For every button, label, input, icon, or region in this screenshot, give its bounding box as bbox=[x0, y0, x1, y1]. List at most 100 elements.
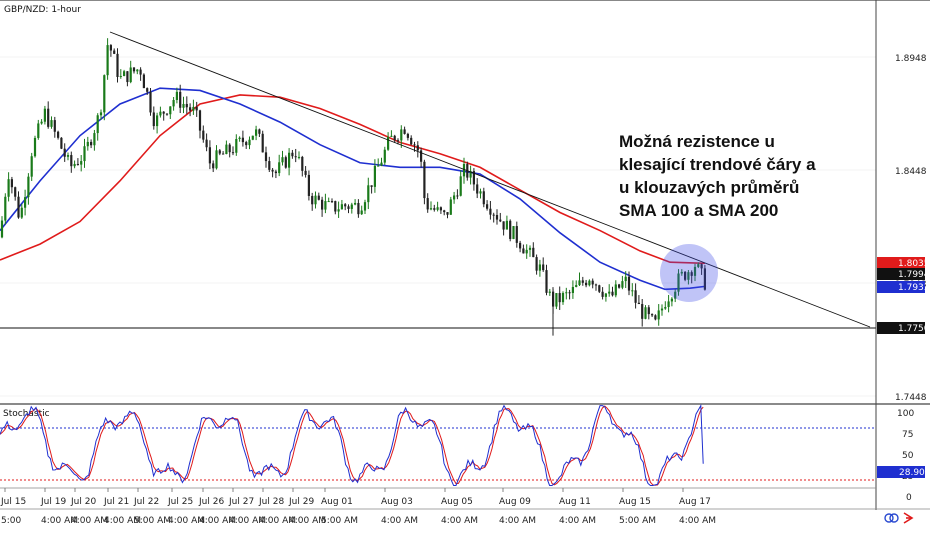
candle-body bbox=[545, 270, 548, 293]
date-label: Jul 27 bbox=[228, 497, 254, 507]
candle-body bbox=[634, 290, 637, 303]
candle-body bbox=[383, 149, 386, 163]
candle-body bbox=[169, 106, 172, 115]
candle-body bbox=[314, 195, 317, 205]
candle-body bbox=[354, 202, 357, 205]
candle-body bbox=[420, 150, 423, 162]
candle-body bbox=[426, 198, 429, 210]
candle-body bbox=[578, 280, 581, 286]
candle-body bbox=[195, 106, 198, 111]
candle-body bbox=[99, 112, 103, 116]
candle-body bbox=[324, 201, 327, 210]
candle-body bbox=[268, 161, 271, 170]
candle-body bbox=[690, 272, 693, 276]
candle-body bbox=[119, 75, 122, 78]
candle-body bbox=[149, 91, 152, 113]
candle-body bbox=[482, 191, 485, 205]
candle-body bbox=[456, 195, 459, 197]
candle-body bbox=[175, 91, 178, 100]
link-icon[interactable] bbox=[884, 513, 899, 523]
price-axis: 1.8948 1.8448 1.7948 1.7448 1.8035 1.799… bbox=[877, 54, 930, 403]
stoch-tick-label: 100 bbox=[897, 409, 914, 419]
candle-body bbox=[684, 271, 687, 280]
annotation-line-1: Možná rezistence u bbox=[619, 132, 775, 151]
candle-body bbox=[165, 113, 169, 115]
candle-body bbox=[647, 307, 650, 315]
candle-body bbox=[327, 201, 330, 203]
time-label: 4:00 AM bbox=[441, 516, 478, 526]
stochastic-k-line bbox=[0, 403, 704, 486]
candle-body bbox=[637, 302, 640, 305]
candle-body bbox=[416, 145, 419, 151]
date-label: Jul 28 bbox=[258, 497, 284, 507]
stoch-value-label: 28.90 bbox=[899, 468, 925, 478]
candle-body bbox=[337, 209, 340, 212]
candle-body bbox=[509, 220, 512, 239]
candle-body bbox=[76, 163, 79, 165]
candle-body bbox=[532, 247, 535, 258]
candle-body bbox=[189, 107, 192, 111]
candle-body bbox=[301, 156, 304, 171]
date-label: Jul 15 bbox=[0, 497, 26, 507]
date-label: Jul 22 bbox=[133, 497, 159, 507]
stoch-k-path bbox=[0, 403, 704, 486]
arrow-icon[interactable] bbox=[903, 512, 914, 524]
time-label: 4:00 AM bbox=[199, 516, 236, 526]
candle-body bbox=[198, 110, 202, 131]
candle-body bbox=[538, 264, 541, 271]
candle-body bbox=[360, 210, 363, 215]
candle-body bbox=[20, 207, 23, 218]
candle-body bbox=[492, 214, 495, 216]
sma200-price-tag bbox=[877, 257, 925, 269]
candle-body bbox=[192, 106, 195, 111]
candle-body bbox=[33, 137, 37, 157]
candle-body bbox=[350, 204, 353, 209]
candle-body bbox=[146, 88, 149, 92]
candle-body bbox=[459, 176, 462, 196]
stoch-tick-label: 75 bbox=[902, 430, 913, 440]
candle-body bbox=[321, 199, 324, 210]
time-label: 4:00 AM bbox=[229, 516, 266, 526]
candle-body bbox=[235, 139, 238, 153]
date-label: Jul 19 bbox=[40, 497, 66, 507]
candle-body bbox=[255, 129, 258, 136]
candle-body bbox=[486, 204, 489, 209]
sma-100-line bbox=[0, 87, 706, 291]
candle-body bbox=[264, 152, 268, 162]
candle-body bbox=[377, 165, 380, 167]
time-label: 5:00 bbox=[1, 516, 21, 526]
candle-body bbox=[370, 185, 373, 187]
highlight-circle bbox=[660, 244, 718, 302]
stoch-value-tag bbox=[877, 466, 925, 478]
candle-body bbox=[30, 156, 33, 177]
candle-body bbox=[591, 280, 594, 285]
time-label: 4:00 AM bbox=[289, 516, 326, 526]
candle-body bbox=[50, 120, 53, 127]
candle-body bbox=[644, 307, 647, 319]
candle-body bbox=[535, 257, 538, 271]
candle-body bbox=[4, 196, 7, 221]
candle-body bbox=[80, 161, 83, 165]
candle-body bbox=[278, 162, 281, 174]
candle-body bbox=[687, 272, 690, 280]
candle-body bbox=[126, 71, 129, 83]
candle-body bbox=[651, 314, 654, 316]
candle-body bbox=[693, 266, 697, 276]
candle-body bbox=[215, 150, 218, 169]
candle-body bbox=[581, 280, 584, 283]
date-label: Jul 21 bbox=[103, 497, 129, 507]
candle-body bbox=[142, 74, 145, 89]
candle-body bbox=[660, 308, 664, 311]
candle-body bbox=[439, 207, 442, 211]
time-label: 4:00 AM bbox=[71, 516, 108, 526]
candle-body bbox=[205, 139, 208, 148]
candle-body bbox=[162, 111, 165, 114]
candle-body bbox=[413, 144, 416, 146]
time-label: 4:00 AM bbox=[168, 516, 205, 526]
candle-body bbox=[462, 164, 466, 177]
candle-body bbox=[390, 135, 393, 137]
candle-body bbox=[400, 129, 403, 141]
candle-body bbox=[565, 292, 568, 294]
candle-body bbox=[106, 45, 109, 76]
